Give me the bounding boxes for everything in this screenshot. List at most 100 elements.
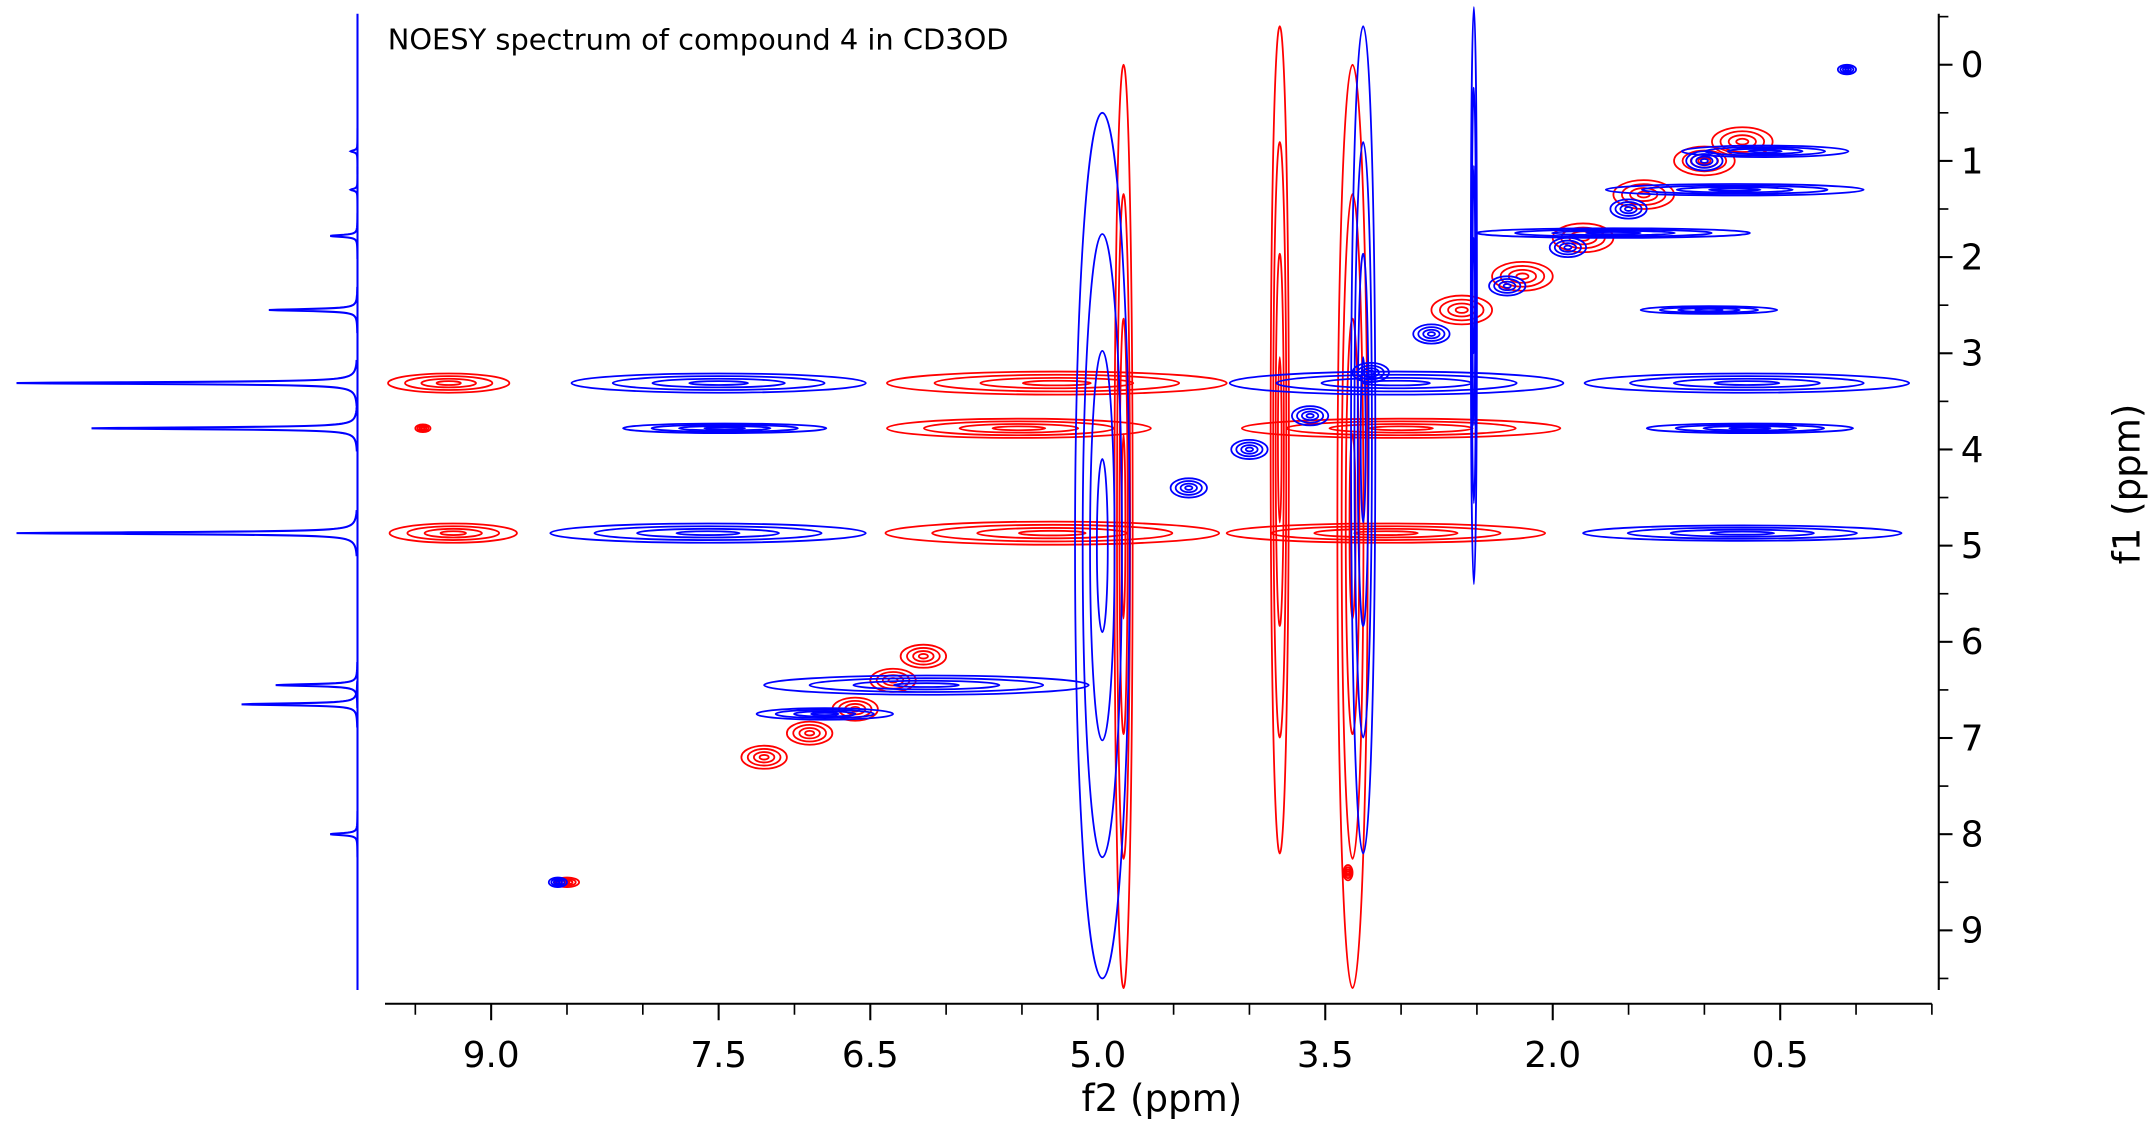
- contour-level: [1558, 242, 1577, 253]
- contour-peak: [763, 674, 1090, 696]
- contour-level: [420, 377, 477, 389]
- y-tick-label: 4: [1961, 430, 1984, 471]
- contour-level: [388, 522, 518, 544]
- projection-peak: [241, 681, 359, 728]
- contour-level: [1350, 25, 1377, 855]
- y-tick-label: 7: [1961, 718, 1984, 759]
- contour-level: [593, 525, 823, 541]
- contour-level: [1230, 438, 1269, 460]
- contour-peak: [740, 744, 788, 770]
- contour-level: [1604, 183, 1865, 197]
- contour-level: [1844, 67, 1850, 72]
- contour-level: [1645, 422, 1854, 434]
- contour-level: [549, 522, 867, 544]
- projection-peak: [348, 128, 359, 175]
- y-tick-label: 8: [1961, 815, 1984, 856]
- projection-peak: [275, 662, 359, 709]
- contour-level: [810, 711, 840, 717]
- contour-peak: [1350, 25, 1377, 855]
- contour-peak: [1230, 438, 1269, 460]
- contour-level: [798, 727, 821, 740]
- contour-level: [1301, 410, 1320, 422]
- contour-peak: [1582, 524, 1903, 542]
- contour-level: [1694, 307, 1724, 312]
- y-tick-label: 6: [1961, 622, 1984, 663]
- contour-level: [552, 879, 563, 886]
- contour-level: [1235, 441, 1264, 458]
- contour-level: [1709, 530, 1776, 536]
- contour-peak: [1604, 183, 1865, 197]
- contour-level: [1583, 372, 1911, 394]
- contour-peak: [622, 422, 828, 434]
- contour-level: [557, 877, 577, 887]
- contour-level: [1585, 231, 1642, 236]
- contour-level: [893, 682, 960, 688]
- contour-level: [1274, 252, 1285, 627]
- contour-level: [1619, 203, 1638, 215]
- contour-level: [1361, 367, 1380, 378]
- contour-level: [1305, 412, 1315, 419]
- contour-level: [886, 417, 1152, 439]
- contour-level: [1493, 278, 1522, 294]
- contour-level: [763, 674, 1090, 696]
- contour-level: [404, 375, 494, 391]
- contour-level: [1488, 275, 1527, 297]
- contour-peak: [549, 522, 867, 544]
- contour-level: [1313, 527, 1459, 539]
- contour-level: [550, 877, 566, 887]
- y-tick-label: 3: [1961, 334, 1984, 375]
- projection-peak: [91, 405, 358, 452]
- contour-level: [884, 520, 1220, 546]
- projection-peak: [330, 811, 359, 858]
- contour-level: [793, 710, 857, 718]
- contour-level: [1095, 458, 1109, 634]
- contour-level: [1169, 477, 1208, 499]
- contour-level: [1697, 157, 1712, 165]
- contour-level: [622, 422, 828, 434]
- contour-level: [1343, 866, 1353, 880]
- contour-level: [1641, 184, 1829, 195]
- x-tick-label: 5.0: [1069, 1035, 1126, 1076]
- contour-level: [1609, 198, 1648, 220]
- contour-level: [1351, 361, 1390, 384]
- contour-level: [740, 744, 788, 770]
- contour-level: [688, 380, 749, 386]
- contour-level: [1704, 146, 1827, 157]
- contour-peak: [886, 370, 1228, 396]
- contour-level: [923, 420, 1115, 437]
- projection-peak: [268, 286, 359, 334]
- contour-level: [1629, 375, 1865, 391]
- x-tick-label: 9.0: [463, 1035, 520, 1076]
- contour-level: [1290, 405, 1330, 427]
- contour-level: [746, 748, 782, 767]
- contour-level: [1417, 326, 1446, 342]
- contour-level: [1285, 420, 1517, 437]
- contour-level: [1713, 380, 1781, 386]
- contour-level: [785, 720, 834, 746]
- contour-level: [852, 679, 1001, 691]
- contour-peak: [1412, 323, 1451, 345]
- contour-level: [406, 525, 500, 541]
- x-tick-label: 0.5: [1752, 1035, 1809, 1076]
- contour-level: [1669, 528, 1815, 538]
- contour-level: [1275, 373, 1518, 393]
- contour-peak: [886, 417, 1152, 439]
- contour-peak: [1836, 63, 1857, 76]
- x-axis-label: f2 (ppm): [1082, 1077, 1243, 1120]
- contour-level: [1658, 306, 1759, 314]
- contour-peak: [899, 643, 948, 669]
- contour-level: [1184, 485, 1194, 491]
- chart-title: NOESY spectrum of compound 4 in CD3OD: [388, 23, 1009, 57]
- contour-level: [1839, 65, 1855, 74]
- contour-level: [1074, 111, 1131, 980]
- contour-peak: [1639, 305, 1779, 315]
- contour-level: [423, 527, 483, 539]
- contour-level: [912, 650, 935, 663]
- contour-level: [753, 751, 776, 764]
- contour-level: [416, 424, 430, 432]
- contour-level: [1320, 377, 1473, 390]
- contour-level: [1272, 141, 1288, 739]
- contour-level: [792, 723, 827, 743]
